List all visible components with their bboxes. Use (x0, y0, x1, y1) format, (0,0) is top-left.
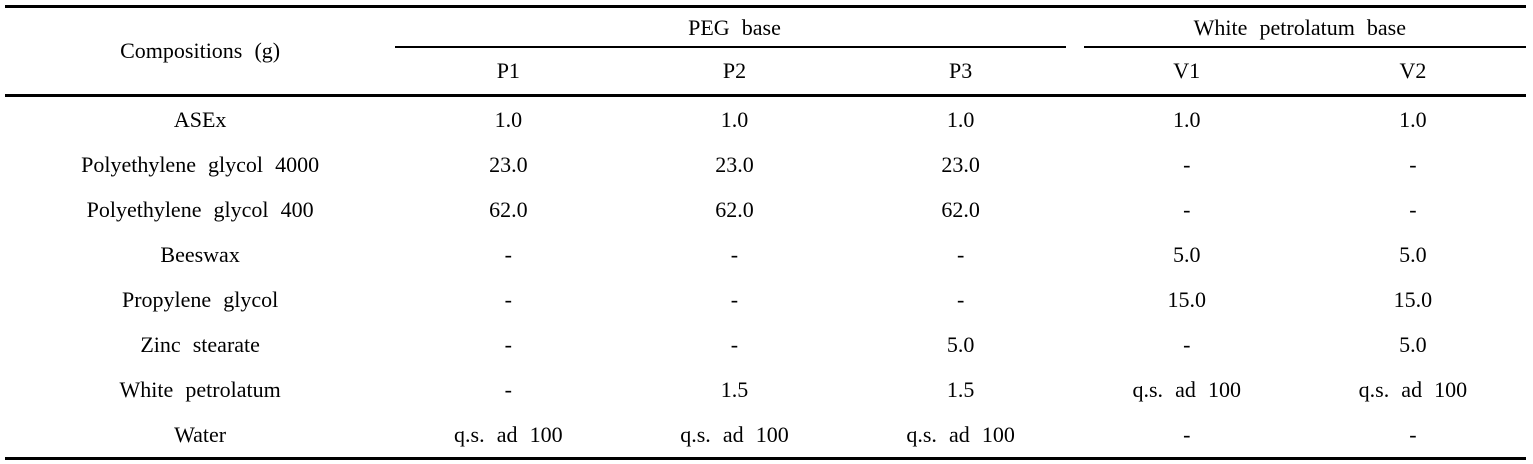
table-cell: 5.0 (1172, 241, 1201, 267)
table-cell: - (1183, 151, 1191, 177)
table-cell: 5.0 (1399, 241, 1427, 267)
row-label: Polyethylene glycol 400 (86, 196, 314, 222)
table-row-propylene-glycol: Propylene glycol - - - 15.0 15.0 (5, 277, 1526, 322)
table-cell: 62.0 (715, 196, 754, 222)
column-header-row: P1 P2 P3 V1 V2 (5, 48, 1526, 97)
corner-header-compositions: Compositions (g) (5, 6, 396, 97)
table-cell: q.s. ad 100 (906, 421, 1015, 447)
table-cell: 1.0 (494, 106, 523, 132)
table-cell: 15.0 (1393, 286, 1433, 312)
table-cell: - (956, 286, 965, 312)
table-cell: 5.0 (946, 331, 975, 357)
table-body: ASEx 1.0 1.0 1.0 1.0 1.0 Polyethylene gl… (5, 96, 1526, 459)
table-cell: - (1183, 196, 1191, 222)
column-header-v1: V1 (1073, 48, 1300, 97)
table-cell: - (730, 331, 739, 357)
table-cell: 62.0 (941, 196, 980, 222)
group-header-peg-base: PEG base (395, 7, 1073, 49)
table-row-zinc-stearate: Zinc stearate - - 5.0 - 5.0 (5, 322, 1526, 367)
table-cell: - (504, 241, 512, 267)
table-cell: - (956, 241, 965, 267)
row-label: Beeswax (160, 241, 240, 267)
table-cell: - (1183, 331, 1191, 357)
table-cell: 1.5 (946, 376, 975, 402)
table-cell: q.s. ad 100 (1132, 376, 1241, 402)
row-label: Water (174, 421, 227, 447)
table-cell: 5.0 (1399, 331, 1427, 357)
table-cell: q.s. ad 100 (680, 421, 789, 447)
table-row-peg-4000: Polyethylene glycol 4000 23.0 23.0 23.0 … (5, 142, 1526, 187)
table-cell: 1.0 (946, 106, 975, 132)
column-header-v2: V2 (1299, 48, 1526, 97)
table-cell: - (1409, 421, 1417, 447)
column-header-p1: P1 (395, 48, 622, 97)
table-cell: - (504, 286, 512, 312)
row-label: Polyethylene glycol 4000 (81, 151, 320, 177)
table-row-asex: ASEx 1.0 1.0 1.0 1.0 1.0 (5, 96, 1526, 143)
table-row-beeswax: Beeswax - - - 5.0 5.0 (5, 232, 1526, 277)
table-cell: - (504, 331, 512, 357)
row-label: Propylene glycol (121, 286, 279, 312)
column-header-p2: P2 (621, 48, 848, 97)
table-cell: 23.0 (489, 151, 528, 177)
table-header: Compositions (g) PEG base White petrolat… (5, 6, 1527, 97)
column-header-p3: P3 (847, 48, 1074, 97)
table-cell: - (730, 286, 739, 312)
table-cell: 1.5 (720, 376, 749, 402)
table-row-water: Water q.s. ad 100 q.s. ad 100 q.s. ad 10… (5, 412, 1526, 459)
group-header-row: Compositions (g) PEG base White petrolat… (5, 6, 1527, 97)
table-cell: 1.0 (1172, 106, 1201, 132)
group-header-white-petrolatum-base: White petrolatum base (1074, 7, 1527, 49)
table-cell: - (1409, 151, 1417, 177)
table-cell: - (504, 376, 512, 402)
table-cell: - (1409, 196, 1417, 222)
row-label: White petrolatum (119, 376, 281, 402)
table-row-white-petrolatum: White petrolatum - 1.5 1.5 q.s. ad 100 q… (5, 367, 1526, 412)
table-cell: q.s. ad 100 (1358, 376, 1468, 402)
table-cell: 1.0 (720, 106, 749, 132)
table-cell: - (730, 241, 739, 267)
table-row-peg-400: Polyethylene glycol 400 62.0 62.0 62.0 -… (5, 187, 1526, 232)
row-label: Zinc stearate (140, 331, 260, 357)
composition-table: Compositions (g) PEG base White petrolat… (5, 5, 1527, 460)
table-cell: 1.0 (1399, 106, 1427, 132)
table-cell: 15.0 (1167, 286, 1206, 312)
table-cell: 62.0 (489, 196, 528, 222)
row-label: ASEx (173, 106, 227, 132)
table-cell: 23.0 (715, 151, 754, 177)
table-cell: q.s. ad 100 (454, 421, 563, 447)
table-cell: 23.0 (941, 151, 980, 177)
table-cell: - (1183, 421, 1191, 447)
